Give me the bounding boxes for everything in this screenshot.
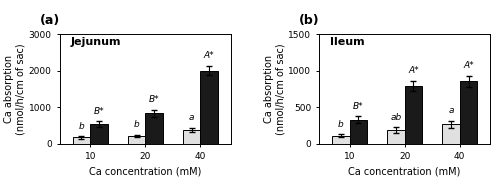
Text: A*: A* [204,51,214,60]
Text: B*: B* [353,102,364,111]
X-axis label: Ca concentration (mM): Ca concentration (mM) [348,167,461,177]
Y-axis label: Ca absorption
(nmol/h/cm of sac): Ca absorption (nmol/h/cm of sac) [4,43,26,135]
Text: ab: ab [390,113,402,122]
Text: a: a [448,106,454,115]
Bar [387,130,404,144]
Text: A*: A* [408,66,419,75]
Text: B*: B* [149,95,160,104]
Text: A*: A* [463,61,474,70]
Bar [404,86,422,144]
Text: b: b [134,120,140,129]
Bar [128,136,146,144]
Y-axis label: Ca absorption
(nmol/h/cm of sac): Ca absorption (nmol/h/cm of sac) [264,43,285,135]
Bar [72,137,90,144]
Text: a: a [189,113,194,122]
Text: b: b [338,120,344,129]
Text: Jejunum: Jejunum [70,37,120,47]
Bar [90,124,108,144]
Text: B*: B* [94,107,104,116]
Bar [182,130,200,144]
Text: (b): (b) [299,14,320,27]
Text: b: b [78,122,84,131]
Text: Ileum: Ileum [330,37,364,47]
Bar [200,70,218,144]
X-axis label: Ca concentration (mM): Ca concentration (mM) [89,167,202,177]
Bar [460,81,477,144]
Bar [350,119,368,144]
Bar [442,124,460,144]
Bar [146,113,163,144]
Bar [332,136,349,144]
Text: (a): (a) [40,14,60,27]
